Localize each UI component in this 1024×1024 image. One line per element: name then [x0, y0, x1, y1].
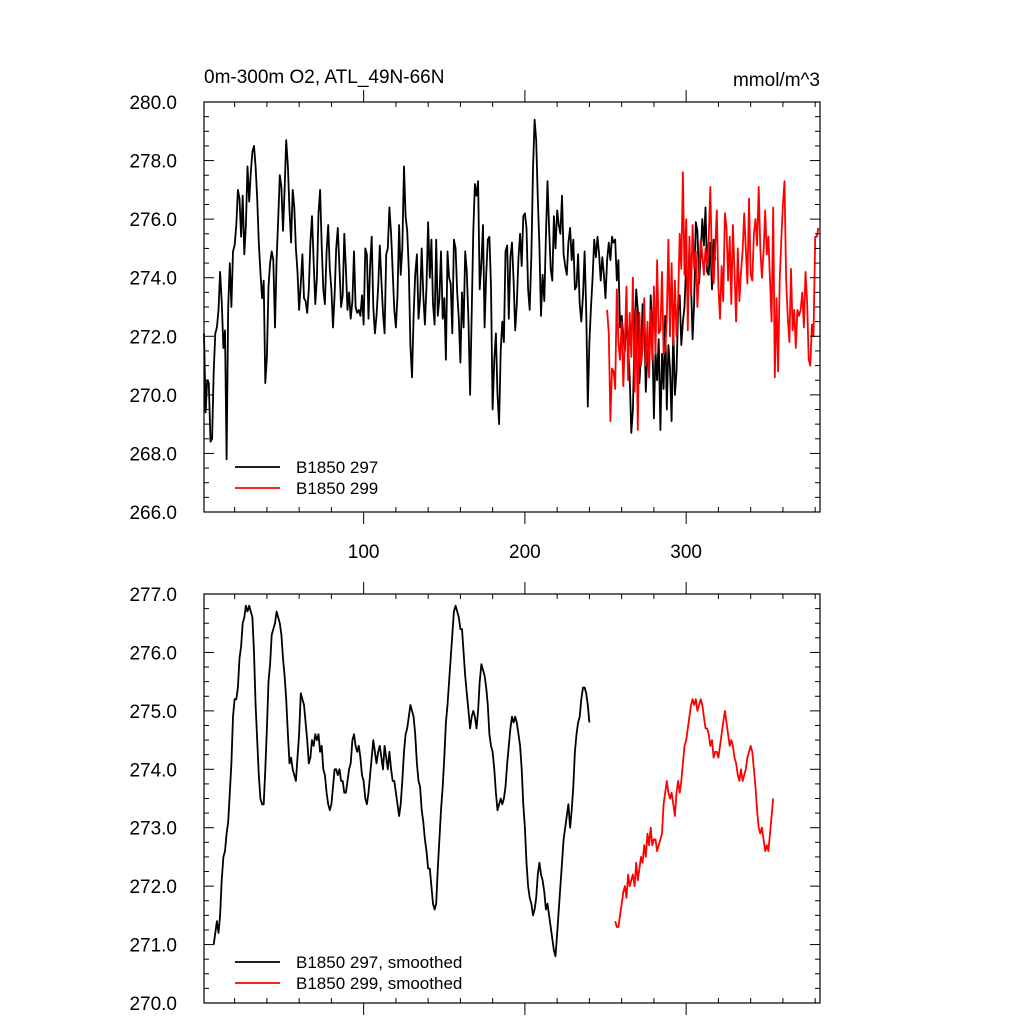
- y-tick-label: 274.0: [129, 269, 177, 290]
- top-panel: 266.0 268.0 270.0 272.0 274.0 276.0 278.0 280.0…: [129, 90, 821, 563]
- y-tick-label: 271.0: [129, 936, 177, 957]
- y-tick-label: 270.0: [129, 386, 177, 407]
- legend-label: B1850 297, smoothed: [296, 953, 462, 972]
- legend-label: B1850 299: [296, 479, 378, 498]
- x-tick-label: 300: [670, 542, 702, 563]
- legend-label: B1850 297: [296, 458, 378, 477]
- top-panel-title: 0m-300m O2, ATL_49N-66N: [204, 67, 444, 88]
- y-tick-label: 272.0: [129, 877, 177, 898]
- legend-label: B1850 299, smoothed: [296, 974, 462, 993]
- y-tick-label: 270.0: [129, 994, 177, 1015]
- y-tick-label: 273.0: [129, 819, 177, 840]
- x-tick-label: 200: [509, 542, 541, 563]
- y-tick-label: 272.0: [129, 327, 177, 348]
- plot-frame: [203, 593, 821, 1004]
- y-tick-label: 276.0: [129, 643, 177, 664]
- y-tick-label: 268.0: [129, 444, 177, 465]
- y-tick-label: 276.0: [129, 210, 177, 231]
- y-tick-label: 280.0: [129, 93, 177, 114]
- series-line-0-1: [606, 171, 820, 431]
- bottom-panel: 270.0 271.0 272.0 273.0 274.0 275.0 276.0 277.0…: [129, 582, 821, 1015]
- x-tick-label: 100: [348, 542, 380, 563]
- y-tick-label: 274.0: [129, 760, 177, 781]
- series-line-1-0: [212, 604, 591, 958]
- y-tick-label: 275.0: [129, 702, 177, 723]
- y-tick-label: 277.0: [129, 585, 177, 606]
- plot-frame: [203, 101, 821, 513]
- y-tick-label: 278.0: [129, 152, 177, 173]
- series-line-1-1: [614, 698, 775, 928]
- y-tick-label: 266.0: [129, 503, 177, 524]
- top-panel-units: mmol/m^3: [733, 70, 820, 91]
- series-line-0-0: [203, 118, 717, 461]
